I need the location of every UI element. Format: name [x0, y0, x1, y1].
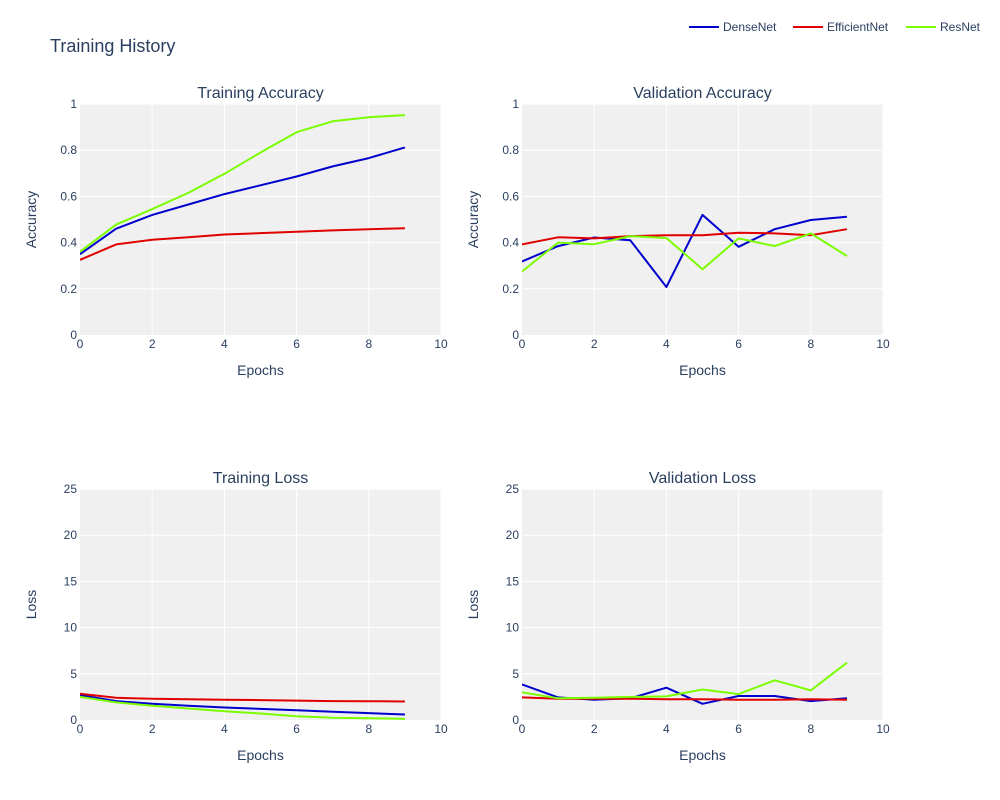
series-line-densenet: [522, 213, 847, 288]
x-tick-label: 0: [77, 722, 84, 736]
series-group: [522, 213, 848, 288]
x-axis-label: Epochs: [679, 362, 726, 378]
series-line-efficientnet: [522, 228, 848, 246]
y-tick-label: 0: [70, 713, 77, 727]
training-accuracy-subplot: Training Accuracy 0 2 4 6 8 10 0 0.2 0.4 0.6 0.8 1 Ep…: [23, 85, 448, 378]
y-axis-label: Loss: [23, 590, 39, 620]
x-tick-label: 4: [663, 337, 670, 351]
validation-loss-subplot: Validation Loss 0 2 4 6 8 10 0 5 10 15 20 25 Epochs Lo…: [465, 470, 890, 763]
y-tick-label: 5: [70, 667, 77, 681]
legend-label: ResNet: [940, 20, 981, 34]
subplot-title: Training Loss: [213, 470, 308, 487]
y-tick-label: 0.4: [502, 236, 519, 250]
subplot-title: Validation Loss: [649, 470, 756, 487]
legend-item-efficientnet[interactable]: EfficientNet: [793, 20, 889, 34]
legend: DenseNet EfficientNet ResNet: [689, 20, 981, 34]
subplot-title: Validation Accuracy: [633, 85, 771, 102]
x-tick-label: 2: [591, 337, 598, 351]
series-line-resnet: [80, 114, 405, 253]
legend-item-resnet[interactable]: ResNet: [906, 20, 981, 34]
x-tick-label: 6: [735, 337, 742, 351]
x-tick-label: 10: [876, 722, 890, 736]
y-tick-label: 0.8: [502, 143, 519, 157]
x-tick-label: 2: [591, 722, 598, 736]
y-tick-label: 0: [512, 713, 519, 727]
x-tick-label: 8: [807, 722, 814, 736]
x-tick-label: 10: [876, 337, 890, 351]
y-tick-label: 20: [506, 528, 520, 542]
y-tick-label: 0.6: [60, 189, 77, 203]
y-tick-label: 10: [506, 621, 520, 635]
subplot-title: Training Accuracy: [197, 85, 324, 102]
y-tick-label: 0: [512, 328, 519, 342]
y-tick-label: 25: [64, 482, 78, 496]
x-tick-label: 10: [434, 337, 448, 351]
x-tick-label: 4: [663, 722, 670, 736]
plot-area: [80, 104, 441, 335]
series-group: [80, 692, 405, 720]
y-tick-label: 10: [64, 621, 78, 635]
x-axis-label: Epochs: [237, 747, 284, 763]
x-tick-label: 0: [77, 337, 84, 351]
series-line-efficientnet: [80, 227, 405, 261]
validation-accuracy-subplot: Validation Accuracy 0 2 4 6 8 10 0 0.2 0.4 0.6 0.8 1…: [465, 85, 890, 378]
x-tick-label: 0: [519, 337, 526, 351]
y-tick-label: 0.6: [502, 189, 519, 203]
training-loss-subplot: Training Loss 0 2 4 6 8 10 0 5 10 15 20 25 Epochs Loss: [23, 470, 448, 763]
y-tick-label: 0.2: [60, 282, 77, 296]
x-tick-label: 6: [293, 722, 300, 736]
x-axis-label: Epochs: [679, 747, 726, 763]
plot-area: [522, 489, 883, 720]
y-axis-label: Loss: [465, 590, 481, 620]
y-tick-label: 0.8: [60, 143, 77, 157]
legend-item-densenet[interactable]: DenseNet: [689, 20, 777, 34]
figure-title: Training History: [50, 36, 175, 56]
y-tick-label: 25: [506, 482, 520, 496]
y-tick-label: 1: [512, 97, 519, 111]
x-tick-label: 2: [149, 337, 156, 351]
plot-area: [80, 489, 441, 720]
y-tick-label: 15: [506, 574, 520, 588]
x-tick-label: 0: [519, 722, 526, 736]
y-tick-label: 0.4: [60, 236, 77, 250]
legend-label: DenseNet: [723, 20, 777, 34]
x-tick-label: 6: [293, 337, 300, 351]
plot-area: [522, 104, 883, 335]
y-tick-label: 20: [64, 528, 78, 542]
x-axis-label: Epochs: [237, 362, 284, 378]
y-tick-label: 5: [512, 667, 519, 681]
y-axis-label: Accuracy: [23, 191, 39, 249]
series-line-resnet: [522, 232, 848, 273]
x-tick-label: 8: [365, 722, 372, 736]
y-tick-label: 0.2: [502, 282, 519, 296]
x-tick-label: 8: [365, 337, 372, 351]
x-tick-label: 2: [149, 722, 156, 736]
series-line-resnet: [522, 661, 848, 700]
x-tick-label: 10: [434, 722, 448, 736]
x-tick-label: 6: [735, 722, 742, 736]
series-line-densenet: [80, 694, 405, 716]
x-tick-label: 8: [807, 337, 814, 351]
series-line-efficientnet: [80, 692, 405, 703]
y-axis-label: Accuracy: [465, 191, 481, 249]
series-line-resnet: [80, 695, 405, 720]
y-tick-label: 1: [70, 97, 77, 111]
series-line-densenet: [80, 146, 406, 256]
y-tick-label: 0: [70, 328, 77, 342]
x-tick-label: 4: [221, 337, 228, 351]
y-tick-label: 15: [64, 574, 78, 588]
series-group: [522, 661, 848, 705]
x-tick-label: 4: [221, 722, 228, 736]
series-group: [80, 114, 406, 261]
legend-label: EfficientNet: [827, 20, 889, 34]
